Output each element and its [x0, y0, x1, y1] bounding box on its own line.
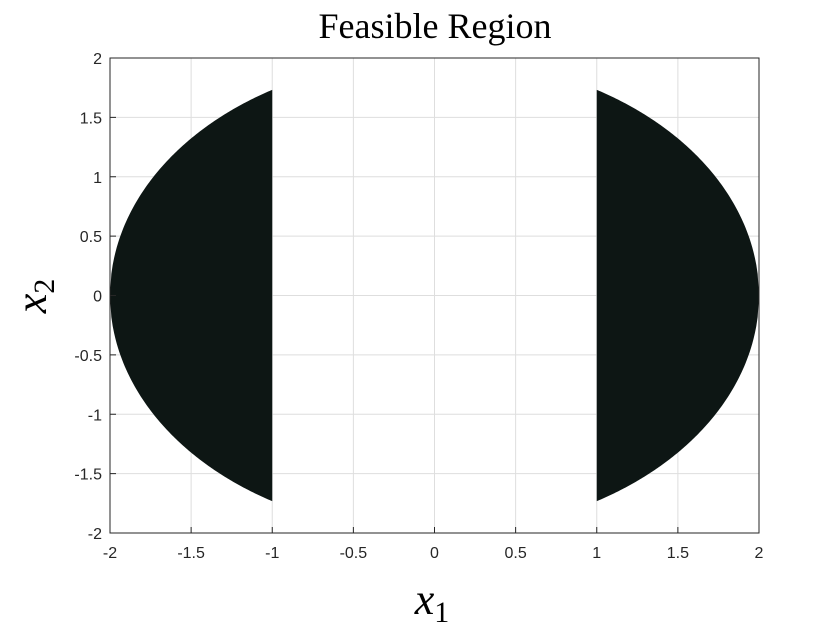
y-tick-label: 1.5 — [80, 110, 102, 127]
x-tick-label: -1 — [265, 545, 279, 562]
feasible-regions — [110, 89, 759, 502]
y-tick-label: 0 — [93, 289, 102, 306]
x-tick-label: 0.5 — [505, 545, 527, 562]
x-tick-labels: -2 -1.5 -1 -0.5 0 0.5 1 1.5 2 — [103, 545, 764, 562]
y-tick-label: -1 — [88, 407, 102, 424]
y-tick-label: -2 — [88, 526, 102, 543]
x-tick-label: -2 — [103, 545, 117, 562]
y-tick-label: -1.5 — [74, 467, 102, 484]
x-axis-label: x1 — [414, 575, 450, 629]
x-tick-label: -0.5 — [340, 545, 368, 562]
y-axis-label: x2 — [7, 279, 61, 315]
y-tick-label: 1 — [93, 170, 102, 187]
y-tick-labels: -2 -1.5 -1 -0.5 0 0.5 1 1.5 2 — [74, 51, 102, 543]
x-tick-label: 2 — [755, 545, 764, 562]
x-tick-label: 0 — [430, 545, 439, 562]
x-tick-label: -1.5 — [177, 545, 205, 562]
chart-title: Feasible Region — [319, 6, 552, 46]
y-tick-label: 2 — [93, 51, 102, 68]
y-tick-label: 0.5 — [80, 229, 102, 246]
x-tick-label: 1 — [592, 545, 601, 562]
x-tick-label: 1.5 — [667, 545, 689, 562]
feasible-region-left — [110, 89, 273, 502]
axes-box — [109, 57, 760, 534]
y-tick-label: -0.5 — [74, 348, 102, 365]
feasible-region-right — [596, 89, 759, 502]
